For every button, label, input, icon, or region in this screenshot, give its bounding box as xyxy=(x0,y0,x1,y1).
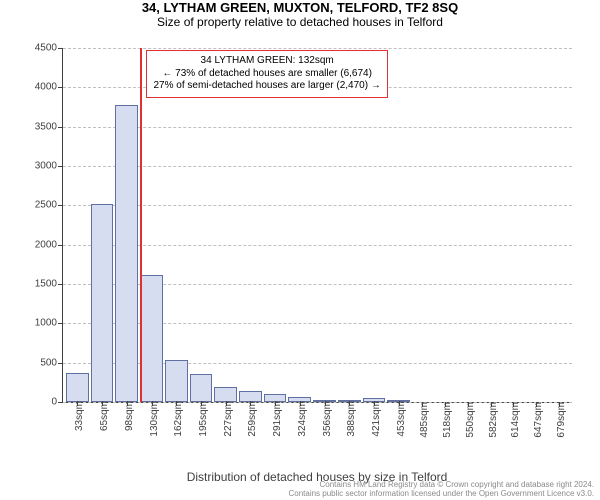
xtick-label: 647sqm xyxy=(531,402,544,438)
annotation-line2: ← 73% of detached houses are smaller (6,… xyxy=(153,68,380,81)
xtick-label: 227sqm xyxy=(221,401,234,437)
bar: 453sqm xyxy=(387,400,410,402)
ytick-label: 1000 xyxy=(35,318,63,329)
ytick-label: 3500 xyxy=(35,121,63,132)
xtick-label: 453sqm xyxy=(394,401,407,437)
ytick-label: 1500 xyxy=(35,279,63,290)
page-subtitle: Size of property relative to detached ho… xyxy=(0,15,600,29)
ytick-label: 3000 xyxy=(35,161,63,172)
xtick-label: 485sqm xyxy=(417,402,430,438)
xtick-label: 388sqm xyxy=(344,401,357,437)
bar: 195sqm xyxy=(190,374,213,402)
bar: 98sqm xyxy=(115,105,138,402)
bar: 388sqm xyxy=(338,400,361,402)
bar: 65sqm xyxy=(91,204,114,402)
plot-area: 050010001500200025003000350040004500 33s… xyxy=(62,48,572,403)
xtick-label: 324sqm xyxy=(295,401,308,437)
highlight-line xyxy=(140,48,142,402)
xtick-label: 65sqm xyxy=(97,401,110,431)
ytick-label: 2500 xyxy=(35,200,63,211)
xtick-label: 518sqm xyxy=(440,402,453,438)
xtick-label: 614sqm xyxy=(508,402,521,438)
ytick-label: 4000 xyxy=(35,82,63,93)
bar: 291sqm xyxy=(264,394,287,402)
xtick-label: 33sqm xyxy=(72,401,85,431)
bar: 259sqm xyxy=(239,391,262,402)
footer-line1: Contains HM Land Registry data © Crown c… xyxy=(0,480,594,489)
annotation-line1: 34 LYTHAM GREEN: 132sqm xyxy=(153,55,380,68)
chart-area: Number of detached properties 0500100015… xyxy=(62,48,572,428)
xtick-label: 259sqm xyxy=(245,401,258,437)
xtick-label: 550sqm xyxy=(463,402,476,438)
bar: 33sqm xyxy=(66,373,89,402)
xtick-label: 356sqm xyxy=(320,401,333,437)
xtick-label: 98sqm xyxy=(122,401,135,431)
xtick-label: 421sqm xyxy=(369,401,382,437)
ytick-label: 0 xyxy=(51,397,63,408)
bar: 162sqm xyxy=(165,360,188,402)
xtick-label: 291sqm xyxy=(270,401,283,437)
xtick-label: 582sqm xyxy=(486,402,499,438)
xtick-label: 130sqm xyxy=(147,401,160,437)
bar: 324sqm xyxy=(288,397,311,403)
ytick-label: 2000 xyxy=(35,239,63,250)
bar: 130sqm xyxy=(140,275,163,402)
ytick-label: 500 xyxy=(40,357,63,368)
footer: Contains HM Land Registry data © Crown c… xyxy=(0,480,594,498)
bar-container: 33sqm65sqm98sqm130sqm162sqm195sqm227sqm2… xyxy=(63,48,572,402)
footer-line2: Contains public sector information licen… xyxy=(0,489,594,498)
xtick-label: 195sqm xyxy=(196,401,209,437)
xtick-label: 679sqm xyxy=(554,402,567,438)
annotation-box: 34 LYTHAM GREEN: 132sqm ← 73% of detache… xyxy=(146,50,387,98)
annotation-line3: 27% of semi-detached houses are larger (… xyxy=(153,80,380,93)
bar: 421sqm xyxy=(363,398,386,402)
xtick-label: 162sqm xyxy=(171,401,184,437)
page-title: 34, LYTHAM GREEN, MUXTON, TELFORD, TF2 8… xyxy=(0,0,600,15)
bar: 356sqm xyxy=(313,400,336,402)
ytick-label: 4500 xyxy=(35,43,63,54)
bar: 227sqm xyxy=(214,387,237,402)
